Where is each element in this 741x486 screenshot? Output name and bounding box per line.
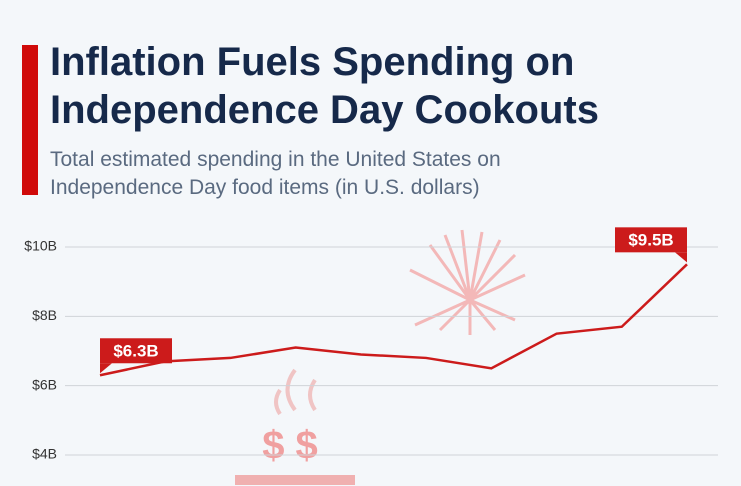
y-tick-label: $4B — [32, 446, 57, 462]
value-label-pointer — [100, 363, 112, 374]
y-tick-label: $8B — [32, 307, 57, 323]
svg-text:$ $: $ $ — [262, 424, 318, 468]
chart-subtitle: Total estimated spending in the United S… — [50, 148, 501, 199]
fireworks-illustration — [409, 229, 526, 335]
value-label-box — [615, 227, 687, 253]
accent-bar — [22, 45, 38, 195]
value-label-pointer — [675, 252, 687, 263]
grill-illustration: $ $ — [235, 368, 355, 485]
value-label: $9.5B — [628, 230, 673, 249]
value-label: $6.3B — [113, 341, 158, 360]
y-tick-label: $10B — [24, 238, 57, 254]
y-tick-label: $6B — [32, 376, 57, 392]
chart-title: Inflation Fuels Spending on Independence… — [50, 40, 599, 132]
value-label-box — [100, 338, 172, 364]
line — [99, 263, 688, 377]
